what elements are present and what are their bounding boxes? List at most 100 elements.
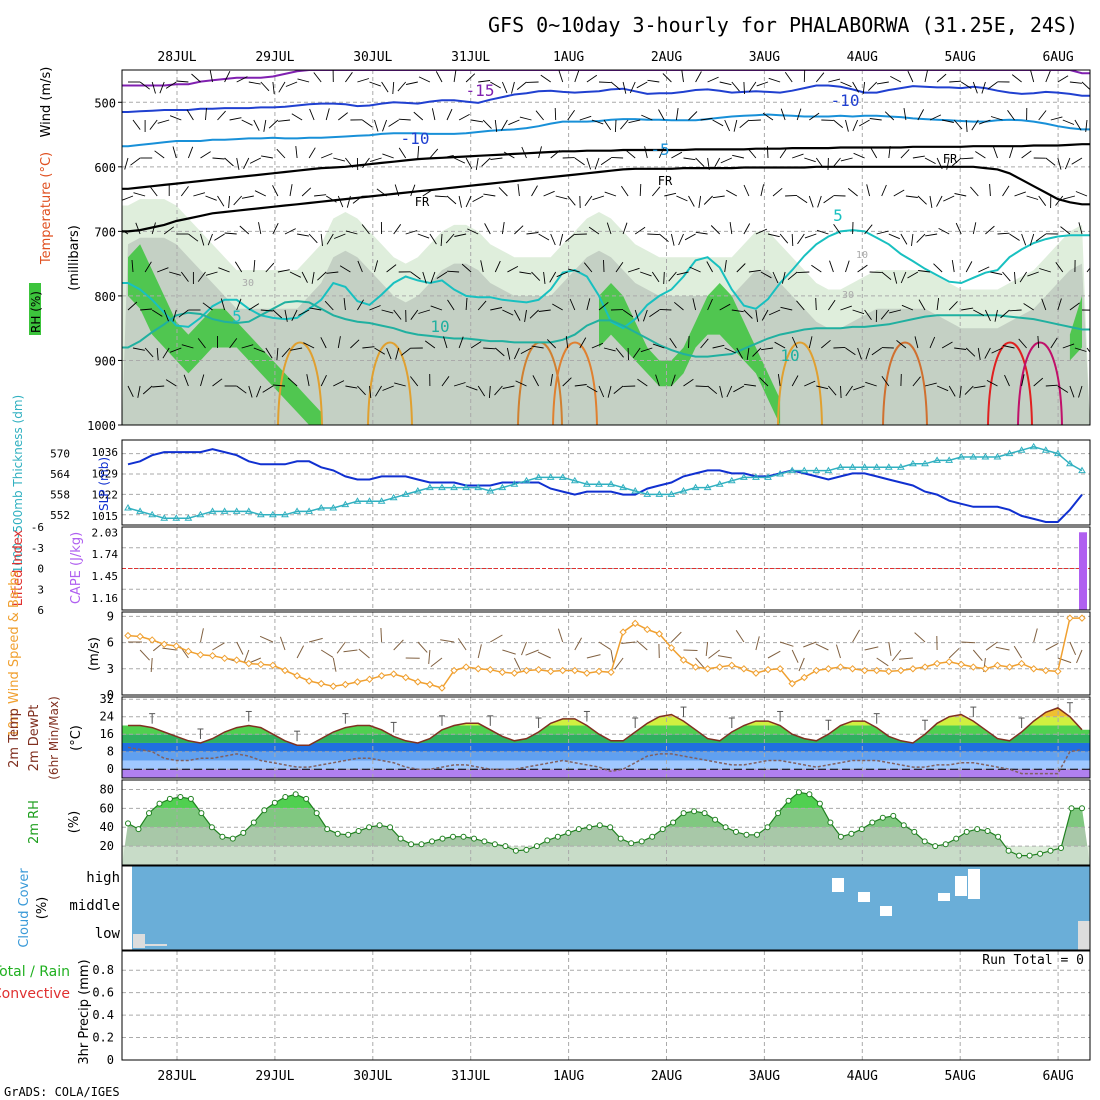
wind-barb [374,347,386,355]
wind-speed-point [377,672,386,680]
wind-barb [124,157,129,170]
rh-point [439,835,446,842]
relative-humidity-panel: 20 40 60 80 2m RH (%) [27,779,1091,866]
wind-barb [382,119,388,132]
thickness-point [752,473,760,480]
slp-frame [121,439,1091,526]
wind-barb [900,233,908,245]
wind-barb [662,73,672,83]
wind-barb [688,195,695,207]
thickness-point [389,493,398,501]
wind-barb [308,147,316,159]
wind-barb [903,108,907,121]
wind-barb [610,649,614,664]
wind-barb [574,157,585,166]
wind-speed-point [522,666,531,675]
wind-barb [705,641,709,656]
wind-barb [853,385,865,391]
wind-barb [393,639,404,651]
wind-barb [205,107,207,121]
wind-barb [942,119,954,123]
wind-barb [924,157,936,164]
contour-label: -10 [401,129,430,148]
wind-barb [502,385,515,389]
thickness-tick-label: 558 [50,488,70,501]
wind-barb [443,336,448,349]
thickness-point [655,490,664,497]
wind-barb [780,108,786,121]
thickness-point [208,507,217,514]
thickness-point [788,466,797,474]
wind-barb [857,264,868,273]
wind-barb [187,146,194,159]
wind-barb [157,267,169,273]
wind-barb [870,147,878,159]
wind-barb [290,347,303,351]
thickness-point [884,463,893,470]
wind-barb [649,309,660,318]
temp-tick-label: 32 [100,692,114,706]
wind-barb [622,81,627,94]
wind-barb [772,187,783,197]
rh-point [858,826,865,833]
wind-barb [756,81,769,87]
wind-barb [272,81,275,94]
wind-barb [876,657,889,667]
wind-barb [429,148,439,159]
cloud-level-label: middle [69,898,120,914]
wind-barb [791,375,799,387]
rh-point [638,838,645,845]
temperature-contour [122,229,1090,330]
wind-speed-point [1042,666,1050,675]
wind-barb [924,382,937,387]
wind-barb [130,157,141,166]
slp-tick-label: 1022 [92,489,119,502]
wind-barb [670,374,676,387]
temperature-contour [122,113,1090,148]
wind-barb [845,347,856,356]
wind-barb [652,343,665,349]
wind-barb [362,157,370,168]
wind-barb [642,309,648,322]
wind-barb [137,385,141,398]
wind-barb [265,347,273,359]
wind-barb [574,70,580,83]
wind-barb [506,347,511,360]
thickness-point [184,514,193,521]
wind-barb [658,109,665,121]
top-date-label: 4AUG [847,50,878,65]
wind-speed-point [788,679,796,688]
wind-barb [458,336,464,349]
wind-barb [591,342,604,349]
wind-barb [336,641,346,654]
wind-barb [447,299,455,311]
pressure-tick-label: 1000 [87,419,116,433]
wind-barb [707,298,713,311]
wind-barb [392,81,395,95]
minmax-axis-label: (6hr Min/Max) [47,696,61,780]
wind-barb [912,155,925,159]
thickness-point [1078,466,1086,474]
wind-barb [620,119,629,130]
thickness-point [256,510,265,518]
wind-speed-point [1029,665,1038,673]
wind-barb [298,309,310,316]
thickness-point [812,466,821,474]
wind-barb [538,146,542,159]
wind-barb [151,222,156,235]
wind-barb [397,81,407,92]
wind-barb [217,195,225,207]
wind-barb [627,267,640,273]
wind-barb [955,222,962,235]
rh-point [890,812,897,819]
top-date-label: 3AUG [749,50,780,65]
wind-barb [845,260,850,273]
wind-barb [961,307,974,311]
wind-barb [1063,195,1076,200]
thickness-point [1053,449,1062,457]
wind-barb [622,309,634,318]
wind-barb [362,119,373,128]
total-rain-label: Total / Rain [0,964,70,980]
wind-barb [515,380,527,387]
wind-barb [621,641,636,644]
